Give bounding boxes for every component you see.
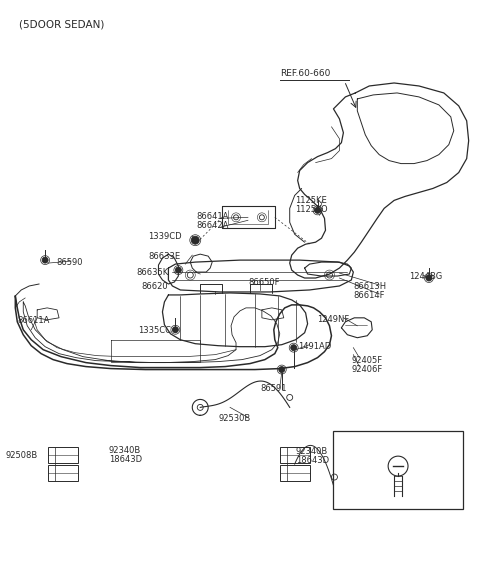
Text: 1125KO: 1125KO xyxy=(295,205,327,214)
Circle shape xyxy=(279,367,285,373)
Circle shape xyxy=(314,208,321,213)
Text: 86611A: 86611A xyxy=(17,316,49,325)
Text: 18643D: 18643D xyxy=(109,455,142,464)
Text: 92340B: 92340B xyxy=(109,446,141,455)
Circle shape xyxy=(291,345,297,351)
Text: 86641A: 86641A xyxy=(196,212,228,221)
Text: REF.60-660: REF.60-660 xyxy=(280,69,330,78)
Text: 92340B: 92340B xyxy=(296,447,328,456)
Text: (5DOOR SEDAN): (5DOOR SEDAN) xyxy=(19,19,105,29)
Text: 1249NF: 1249NF xyxy=(318,315,350,324)
Text: 92405F: 92405F xyxy=(351,356,383,365)
Text: 1244BG: 1244BG xyxy=(409,272,442,281)
Text: 92508B: 92508B xyxy=(5,451,37,460)
Text: 92507: 92507 xyxy=(360,457,386,466)
Text: 86613H: 86613H xyxy=(353,282,386,291)
Circle shape xyxy=(42,257,48,263)
Bar xyxy=(48,465,78,481)
Circle shape xyxy=(172,327,179,333)
Text: 86635K: 86635K xyxy=(136,268,168,277)
Circle shape xyxy=(426,275,432,281)
Text: 18643D: 18643D xyxy=(296,456,329,465)
Circle shape xyxy=(192,236,199,244)
Text: 92406F: 92406F xyxy=(351,364,383,373)
Bar xyxy=(280,465,310,481)
Text: 86633E: 86633E xyxy=(148,252,180,261)
Text: 1335CC: 1335CC xyxy=(139,326,171,335)
Text: 86591: 86591 xyxy=(260,385,287,394)
Text: 86614F: 86614F xyxy=(353,291,385,300)
Text: 1339CD: 1339CD xyxy=(148,232,182,241)
Bar xyxy=(334,431,463,509)
Text: 86620: 86620 xyxy=(142,282,168,291)
Text: 86590: 86590 xyxy=(56,258,83,267)
Text: 1491AD: 1491AD xyxy=(298,342,331,351)
Circle shape xyxy=(175,267,181,273)
Bar xyxy=(280,447,310,463)
Text: 86642A: 86642A xyxy=(196,221,228,230)
Text: 86650F: 86650F xyxy=(248,278,279,287)
Text: 92530B: 92530B xyxy=(218,415,251,424)
Text: 1221AC: 1221AC xyxy=(353,439,388,448)
Bar xyxy=(48,447,78,463)
Text: 1125KE: 1125KE xyxy=(295,196,326,205)
